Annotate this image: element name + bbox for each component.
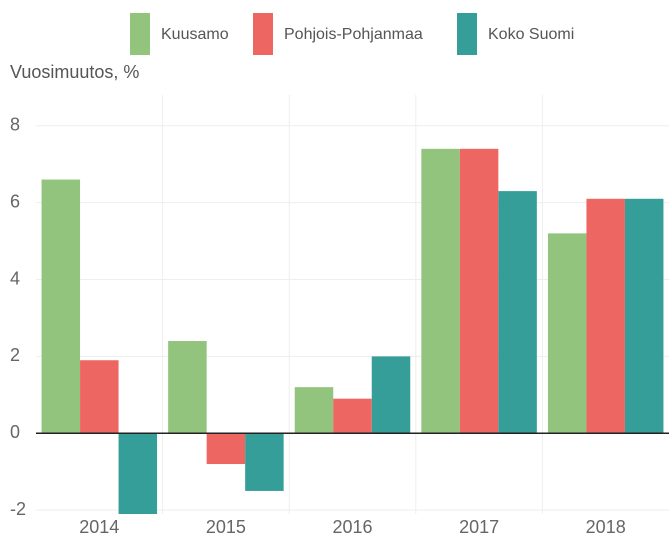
bar xyxy=(245,433,284,491)
y-tick-label: 6 xyxy=(10,191,20,211)
bar xyxy=(547,233,587,434)
legend-label: Koko Suomi xyxy=(488,26,574,43)
bar xyxy=(498,191,537,434)
bar xyxy=(168,341,207,434)
bar xyxy=(41,179,81,434)
y-tick-label: -2 xyxy=(10,499,26,519)
bar xyxy=(459,148,499,434)
bar xyxy=(421,148,460,434)
legend-swatch xyxy=(457,13,477,55)
x-tick-label: 2016 xyxy=(332,517,372,537)
legend-label: Pohjois-Pohjanmaa xyxy=(284,26,423,43)
x-tick-label: 2014 xyxy=(79,517,119,537)
y-tick-label: 4 xyxy=(10,268,20,288)
y-axis-label: Vuosimuutos, % xyxy=(10,62,139,82)
x-tick-label: 2017 xyxy=(459,517,499,537)
x-tick-label: 2018 xyxy=(586,517,626,537)
legend-label: Kuusamo xyxy=(161,26,229,43)
bar xyxy=(206,433,246,465)
bar xyxy=(80,360,119,434)
legend-swatch xyxy=(253,13,273,55)
y-tick-label: 2 xyxy=(10,345,20,365)
bar xyxy=(118,433,158,514)
bar xyxy=(333,398,372,434)
bar xyxy=(294,387,334,434)
bar xyxy=(371,356,411,434)
bar xyxy=(624,198,664,434)
y-tick-label: 0 xyxy=(10,422,20,442)
x-tick-label: 2015 xyxy=(206,517,246,537)
legend-swatch xyxy=(130,13,150,55)
bar xyxy=(586,198,625,434)
y-tick-label: 8 xyxy=(10,115,20,135)
